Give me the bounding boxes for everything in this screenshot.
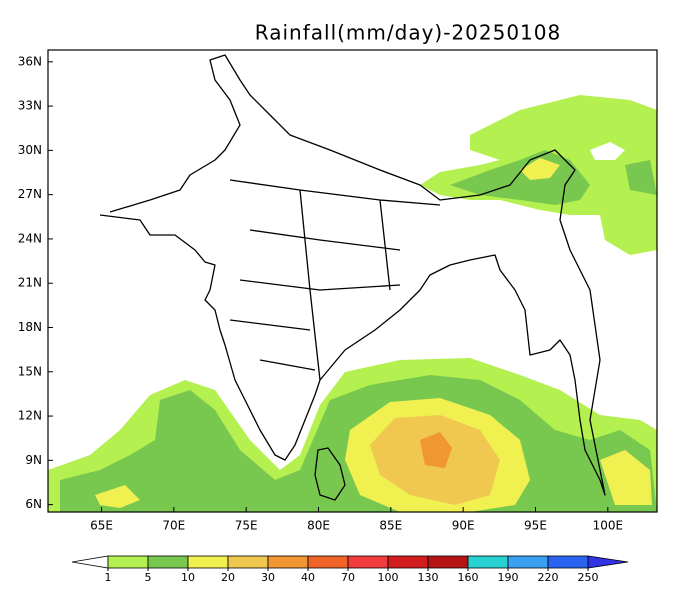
colorbar-label: 10 xyxy=(181,571,195,584)
colorbar-box xyxy=(547,555,589,569)
x-tick-label: 75E xyxy=(235,519,258,533)
x-tick-label: 95E xyxy=(524,519,547,533)
colorbar-box xyxy=(467,555,509,569)
y-tick-label: 15N xyxy=(18,364,42,378)
x-tick-label: 80E xyxy=(307,519,330,533)
y-tick-label: 30N xyxy=(18,143,42,157)
x-tick-label: 100E xyxy=(593,519,624,533)
y-tick-label: 12N xyxy=(18,409,42,423)
axes: 65E 70E 75E 80E 85E 90E 95E 100E 6N 9N 12N 15N 18N 21… xyxy=(18,54,623,532)
y-tick-label: 36N xyxy=(18,54,42,68)
colorbar-label: 160 xyxy=(458,571,479,584)
sri-lanka xyxy=(314,447,346,501)
colorbar-label: 100 xyxy=(378,571,399,584)
y-tick-label: 33N xyxy=(18,99,42,113)
colorbar-box xyxy=(307,555,349,569)
colorbar-label: 70 xyxy=(341,571,355,584)
colorbar-label: 1 xyxy=(105,571,112,584)
colorbar-label: 250 xyxy=(578,571,599,584)
colorbar-label: 5 xyxy=(145,571,152,584)
colorbar-arrow-high xyxy=(587,555,629,569)
map-title: Rainfall(mm/day)-20250108 xyxy=(255,21,561,45)
colorbar-label: 20 xyxy=(221,571,235,584)
colorbar-label: 30 xyxy=(261,571,275,584)
colorbar-box xyxy=(387,555,429,569)
colorbar-box xyxy=(107,555,149,569)
plot-frame xyxy=(47,49,658,513)
y-tick-label: 24N xyxy=(18,231,42,245)
y-tick-label: 27N xyxy=(18,187,42,201)
colorbar-label: 40 xyxy=(301,571,315,584)
rainfall-field xyxy=(48,95,657,512)
colorbar-box xyxy=(147,555,189,569)
colorbar: 1 5 10 20 30 40 70 100 130 160 190 220 250 xyxy=(71,555,629,584)
y-tick-label: 18N xyxy=(18,320,42,334)
colorbar-box xyxy=(507,555,549,569)
x-tick-label: 70E xyxy=(162,519,185,533)
y-tick-label: 9N xyxy=(25,453,42,467)
x-tick-label: 65E xyxy=(90,519,113,533)
colorbar-arrow-low xyxy=(71,555,109,569)
colorbar-box xyxy=(347,555,389,569)
x-tick-label: 85E xyxy=(379,519,402,533)
colorbar-box xyxy=(427,555,469,569)
colorbar-box xyxy=(267,555,309,569)
y-tick-label: 6N xyxy=(25,497,42,511)
colorbar-label: 220 xyxy=(538,571,559,584)
colorbar-label: 190 xyxy=(498,571,519,584)
state-lines xyxy=(229,179,441,381)
x-tick-label: 90E xyxy=(452,519,475,533)
boundaries xyxy=(99,54,606,501)
colorbar-box xyxy=(187,555,229,569)
india-outline xyxy=(99,54,606,496)
colorbar-box xyxy=(227,555,269,569)
y-tick-label: 21N xyxy=(18,276,42,290)
colorbar-label: 130 xyxy=(418,571,439,584)
